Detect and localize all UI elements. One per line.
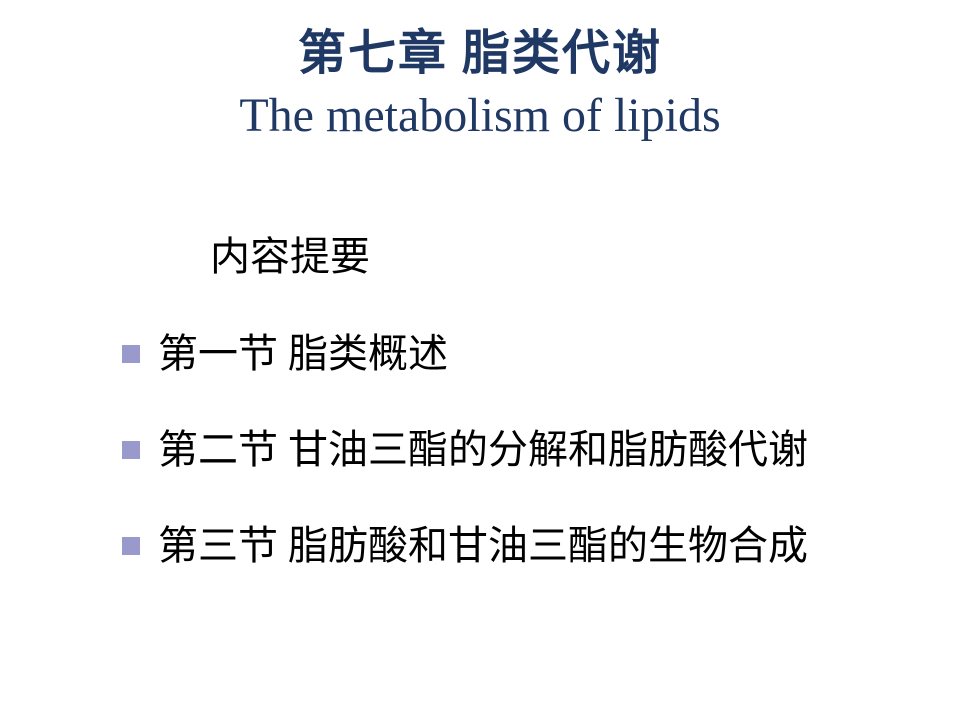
square-bullet-icon: [122, 345, 140, 363]
section-list: 第一节 脂类概述 第二节 甘油三酯的分解和脂肪酸代谢 第三节 脂肪酸和甘油三酯的…: [122, 330, 900, 570]
slide-title: 第七章 脂类代谢 The metabolism of lipids: [60, 24, 900, 146]
square-bullet-icon: [122, 441, 140, 459]
list-item: 第三节 脂肪酸和甘油三酯的生物合成: [122, 522, 900, 570]
list-item: 第一节 脂类概述: [122, 330, 900, 378]
square-bullet-icon: [122, 537, 140, 555]
list-item: 第二节 甘油三酯的分解和脂肪酸代谢: [122, 426, 900, 474]
section-label: 第三节 脂肪酸和甘油三酯的生物合成: [158, 522, 808, 570]
summary-label: 内容提要: [210, 224, 900, 282]
slide: 第七章 脂类代谢 The metabolism of lipids 内容提要 第…: [0, 0, 960, 720]
title-english: The metabolism of lipids: [60, 86, 900, 146]
section-label: 第二节 甘油三酯的分解和脂肪酸代谢: [158, 426, 808, 474]
title-chinese: 第七章 脂类代谢: [60, 24, 900, 84]
section-label: 第一节 脂类概述: [158, 330, 448, 378]
